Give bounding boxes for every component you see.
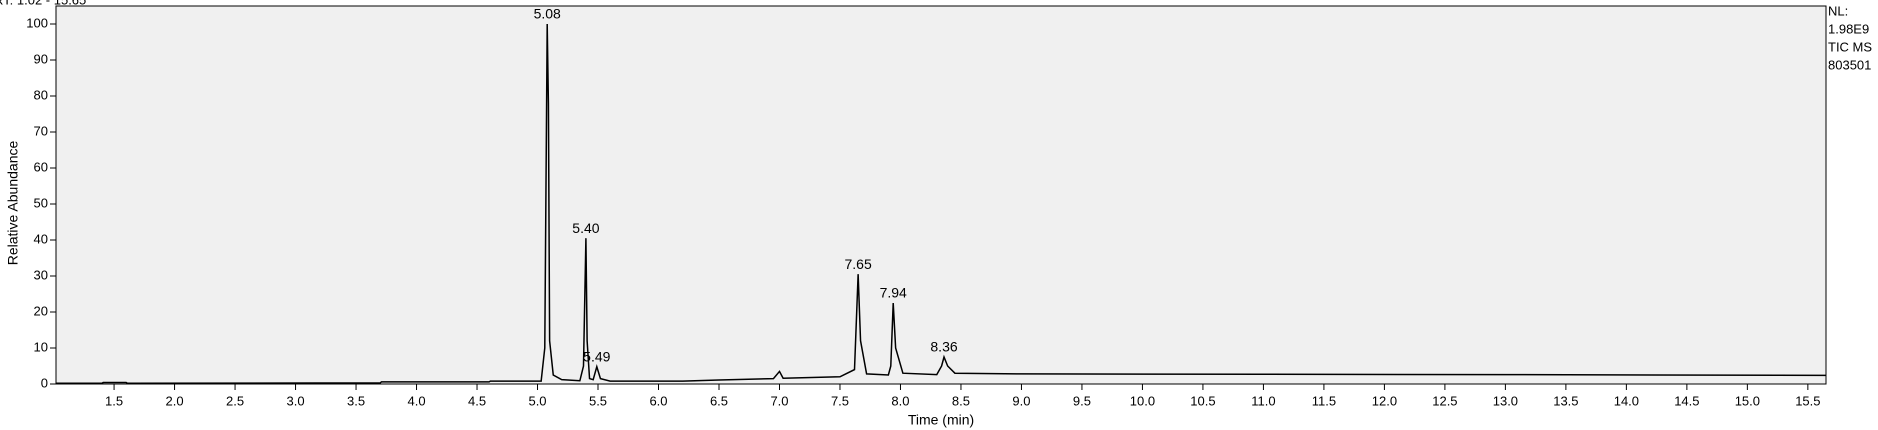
x-tick-label: 3.0 (287, 393, 305, 408)
x-tick-label: 2.5 (226, 393, 244, 408)
x-tick-label: 4.5 (468, 393, 486, 408)
trace-line (56, 23, 1827, 385)
info-text: 803501 (1828, 57, 1871, 72)
x-tick-label: 3.5 (347, 393, 365, 408)
x-tick-label: 8.5 (952, 393, 970, 408)
x-tick-label: 10.0 (1130, 393, 1155, 408)
x-tick-label: 2.0 (166, 393, 184, 408)
x-tick-label: 7.5 (831, 393, 849, 408)
x-tick-label: 10.5 (1190, 393, 1215, 408)
x-tick-label: 4.0 (407, 393, 425, 408)
peak-label: 8.36 (930, 339, 957, 355)
peak-label: 5.40 (572, 220, 599, 236)
x-tick-label: 6.5 (710, 393, 728, 408)
info-text: NL: (1828, 3, 1848, 18)
plot-area (55, 5, 1827, 385)
x-tick-label: 12.0 (1372, 393, 1397, 408)
x-tick-label: 15.0 (1735, 393, 1760, 408)
y-tick-label: 30 (34, 267, 48, 282)
x-tick-label: 13.0 (1493, 393, 1518, 408)
info-text: TIC MS (1828, 39, 1872, 54)
peak-label: 7.65 (845, 256, 872, 272)
x-tick-label: 8.0 (891, 393, 909, 408)
peak-label: 7.94 (880, 285, 907, 301)
y-tick-label: 90 (34, 51, 48, 66)
peak-label: 5.08 (534, 6, 561, 22)
y-tick-label: 80 (34, 87, 48, 102)
x-tick-label: 1.5 (105, 393, 123, 408)
y-tick-label: 40 (34, 231, 48, 246)
peak-label: 5.49 (583, 348, 610, 364)
x-tick-label: 15.5 (1795, 393, 1820, 408)
info-text: 1.98E9 (1828, 21, 1869, 36)
y-tick-label: 60 (34, 159, 48, 174)
x-tick-label: 5.0 (528, 393, 546, 408)
y-tick-label: 10 (34, 339, 48, 354)
x-tick-label: 7.0 (770, 393, 788, 408)
range-label: RT: 1.02 - 15.65 (0, 0, 86, 7)
x-axis-label: Time (min) (908, 412, 974, 428)
x-tick-label: 5.5 (589, 393, 607, 408)
x-tick-label: 6.0 (649, 393, 667, 408)
y-tick-label: 0 (41, 375, 48, 390)
x-tick-label: 13.5 (1553, 393, 1578, 408)
x-tick-label: 14.0 (1614, 393, 1639, 408)
x-tick-label: 9.5 (1073, 393, 1091, 408)
x-tick-label: 9.0 (1012, 393, 1030, 408)
x-tick-label: 11.0 (1251, 393, 1275, 408)
y-tick-label: 100 (26, 15, 48, 30)
y-tick-label: 20 (34, 303, 48, 318)
y-axis-label: Relative Abundance (5, 141, 21, 266)
x-tick-label: 12.5 (1432, 393, 1457, 408)
y-tick-label: 70 (34, 123, 48, 138)
x-tick-label: 14.5 (1674, 393, 1699, 408)
y-tick-label: 50 (34, 195, 48, 210)
x-tick-label: 11.5 (1312, 393, 1336, 408)
